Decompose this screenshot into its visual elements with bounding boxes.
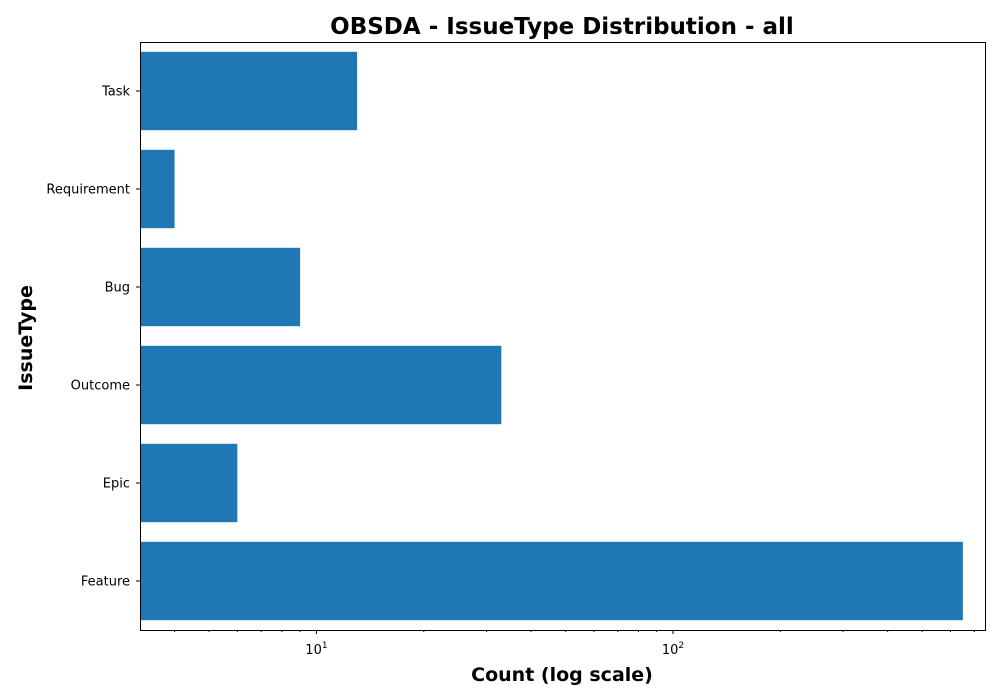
x-axis-ticks: 101 102 — [174, 630, 975, 658]
plot-frame — [140, 42, 986, 631]
chart-title: OBSDA - IssueType Distribution - all — [330, 14, 794, 40]
bar-bug — [140, 247, 301, 327]
y-tick-label-feature: Feature — [81, 575, 130, 590]
y-axis-label: IssueType — [15, 285, 37, 391]
y-tick-label-epic: Epic — [103, 477, 130, 492]
y-tick-label-requirement: Requirement — [46, 183, 130, 198]
y-tick-label-outcome: Outcome — [71, 379, 130, 394]
bar-requirement — [140, 149, 175, 229]
y-tick-label-task: Task — [101, 85, 131, 100]
bar-feature — [140, 541, 963, 621]
y-axis-ticks: Task Requirement Bug Outcome Epic Feature — [46, 85, 140, 590]
x-axis-label: Count (log scale) — [471, 664, 653, 686]
bar-epic — [140, 443, 238, 523]
bar-outcome — [140, 345, 502, 425]
bars-group — [140, 51, 963, 621]
bar-task — [140, 51, 358, 131]
x-tick-label-100: 102 — [662, 641, 684, 658]
x-tick-label-10: 101 — [305, 641, 327, 658]
y-tick-label-bug: Bug — [105, 281, 130, 296]
